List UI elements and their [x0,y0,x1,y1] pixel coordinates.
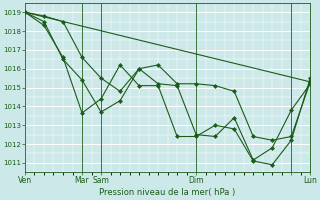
X-axis label: Pression niveau de la mer( hPa ): Pression niveau de la mer( hPa ) [100,188,236,197]
